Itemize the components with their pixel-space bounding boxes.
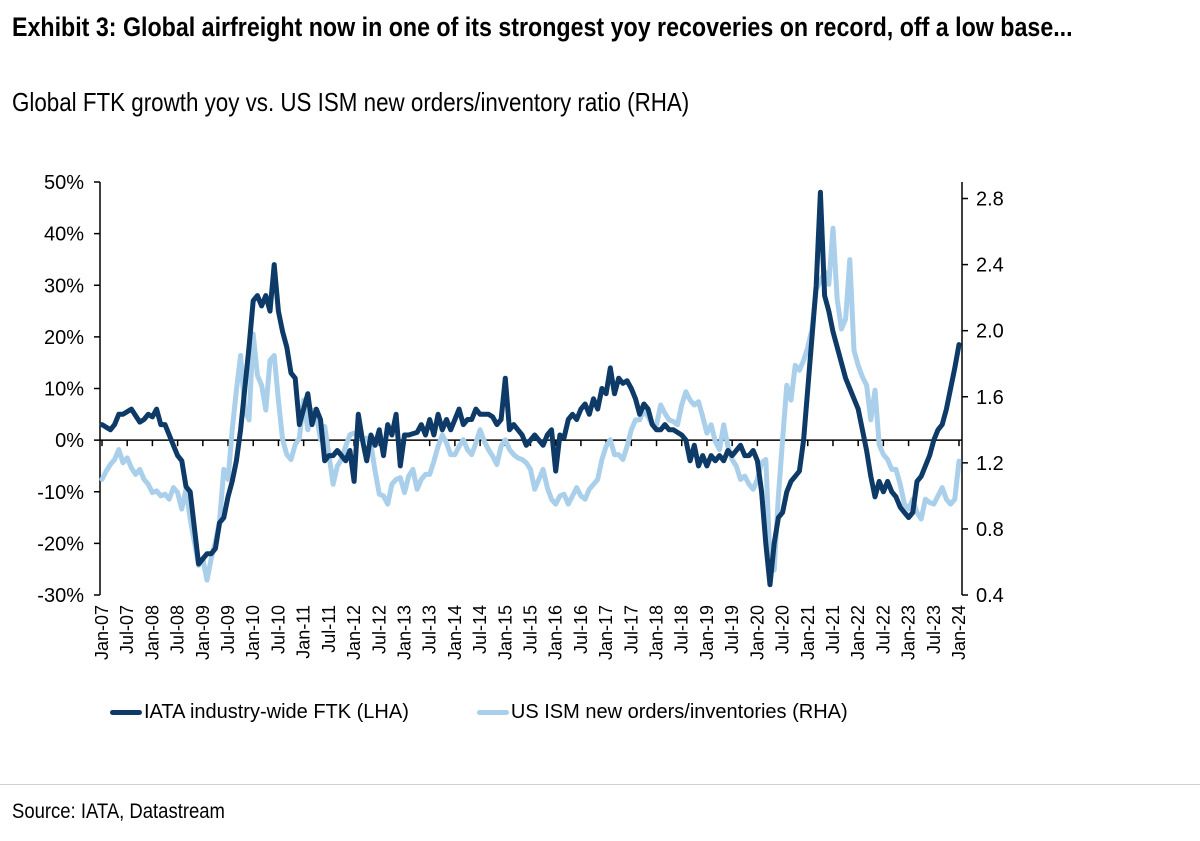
x-axis-tick-label: Jul-09 — [218, 605, 238, 654]
chart-subtitle: Global FTK growth yoy vs. US ISM new ord… — [12, 87, 690, 117]
right-axis-tick-label: 1.2 — [976, 453, 1004, 475]
legend-item-ism: US ISM new orders/inventories (RHA) — [476, 700, 848, 724]
x-axis-tick-label: Jul-18 — [672, 605, 692, 654]
x-axis-tick-label: Jul-22 — [873, 605, 893, 654]
x-axis-tick-label: Jul-16 — [571, 605, 591, 654]
x-axis-tick-label: Jul-19 — [722, 605, 742, 654]
legend-swatch-ism — [476, 709, 509, 715]
x-axis-tick-label: Jul-14 — [470, 605, 490, 654]
x-axis-tick-label: Jul-11 — [319, 605, 339, 653]
series-line-ism — [99, 225, 962, 583]
right-axis-tick-label: 0.4 — [976, 585, 1004, 607]
chart-title: Exhibit 3: Global airfreight now in one … — [12, 12, 1073, 42]
left-axis-tick-label: -10% — [37, 482, 84, 504]
chart-plot: 50% 40% 30% 20% 10% 0% -10% -20% -30% 2.8 2.4 2.0 1.… — [37, 172, 1004, 660]
left-axis-tick-label: 50% — [44, 172, 84, 194]
left-axis-tick-label: 40% — [44, 224, 84, 246]
x-axis-tick-label: Jan-10 — [243, 605, 263, 660]
left-axis-tick-label: 20% — [44, 327, 84, 349]
right-axis-tick-label: 1.6 — [976, 387, 1004, 409]
x-axis-tick-label: Jul-10 — [268, 605, 288, 654]
x-axis-tick-label: Jul-21 — [823, 605, 843, 654]
left-axis-tick-label: 30% — [44, 275, 84, 297]
axes — [94, 181, 968, 596]
x-axis-tick-label: Jan-18 — [647, 605, 667, 660]
legend-label-ftk: IATA industry-wide FTK (LHA) — [144, 700, 409, 723]
right-axis-tick-label: 2.0 — [976, 321, 1004, 343]
x-axis-tick-label: Jan-20 — [747, 605, 767, 660]
x-axis-tick-label: Jan-09 — [193, 605, 213, 660]
left-axis-tick-label: -30% — [37, 585, 84, 607]
x-axis-tick-label: Jul-15 — [521, 605, 541, 654]
x-axis-tick-label: Jul-17 — [621, 605, 641, 654]
left-axis-tick-label: -20% — [37, 533, 84, 555]
x-axis-tick-label: Jul-08 — [168, 605, 188, 654]
x-axis-tick-label: Jan-21 — [798, 605, 818, 660]
labels-layer: 50% 40% 30% 20% 10% 0% -10% -20% -30% 2.8 2.4 2.0 1.… — [37, 172, 1004, 660]
x-axis-tick-label: Jan-16 — [546, 605, 566, 660]
series-layer — [99, 189, 962, 588]
x-axis-tick-label: Jan-24 — [949, 605, 969, 660]
x-axis-tick-label: Jan-14 — [445, 605, 465, 660]
x-axis-tick-label: Jan-12 — [344, 605, 364, 660]
legend-item-ftk: IATA industry-wide FTK (LHA) — [110, 701, 409, 724]
right-axis-tick-label: 2.8 — [976, 189, 1004, 211]
series-line-ftk — [99, 189, 962, 588]
x-axis-tick-label: Jan-07 — [92, 605, 112, 660]
x-axis-tick-label: Jan-15 — [495, 605, 515, 660]
x-axis-tick-label: Jul-12 — [369, 605, 389, 654]
x-axis-tick-label: Jul-13 — [420, 605, 440, 654]
left-axis-tick-label: 10% — [44, 379, 84, 401]
x-axis-tick-label: Jul-07 — [117, 605, 137, 654]
legend: IATA industry-wide FTK (LHA) US ISM new … — [110, 697, 916, 727]
left-axis-tick-label: 0% — [55, 430, 84, 452]
x-axis-tick-label: Jul-23 — [924, 605, 944, 654]
legend-label-ism: US ISM new orders/inventories (RHA) — [510, 700, 848, 723]
x-axis-tick-label: Jan-23 — [899, 605, 919, 660]
x-axis-tick-label: Jan-17 — [596, 605, 616, 660]
legend-swatch-ftk — [110, 709, 142, 715]
x-axis-tick-label: Jan-19 — [697, 605, 717, 660]
x-axis-tick-label: Jan-13 — [394, 605, 414, 660]
x-axis-tick-label: Jul-20 — [773, 605, 793, 654]
x-axis-tick-label: Jan-22 — [848, 605, 868, 660]
right-axis-tick-label: 2.4 — [976, 255, 1004, 277]
x-axis-tick-label: Jan-08 — [142, 605, 162, 660]
x-axis-tick-label: Jan-11 — [294, 605, 314, 659]
right-axis-tick-label: 0.8 — [976, 519, 1004, 541]
footer-divider — [0, 784, 1200, 785]
source-note: Source: IATA, Datastream — [12, 800, 225, 823]
